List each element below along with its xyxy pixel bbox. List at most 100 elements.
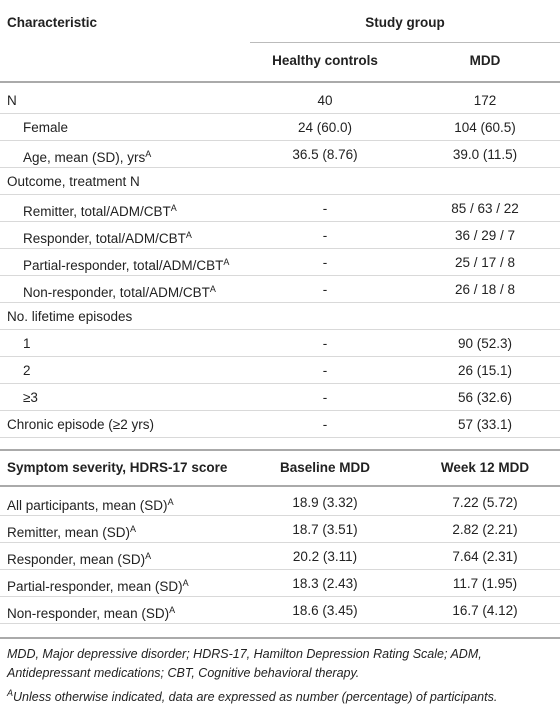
table-row: Responder, total/ADM/CBTA - 36 / 29 / 7	[0, 222, 560, 249]
table-row: N 40 172	[0, 87, 560, 114]
label-text: Non-responder, mean (SD)	[7, 606, 170, 621]
rule	[0, 637, 560, 639]
table-cell: -	[322, 228, 328, 243]
row-label: Remitter, total/ADM/CBTA	[23, 195, 177, 225]
table-cell: 36 / 29 / 7	[454, 228, 516, 243]
superscript: A	[130, 524, 137, 534]
footnote: MDD, Major depressive disorder; HDRS-17,…	[7, 645, 557, 683]
superscript: A	[7, 688, 14, 698]
row-label: Responder, mean (SD)A	[7, 543, 151, 573]
row-label: Non-responder, total/ADM/CBTA	[23, 276, 216, 306]
table-cell: 11.7 (1.95)	[452, 576, 518, 591]
label-text: 1	[23, 336, 31, 351]
footnote: AUnless otherwise indicated, data are ex…	[7, 684, 557, 706]
table-cell: 25 / 17 / 8	[454, 255, 516, 270]
label-text: No. lifetime episodes	[7, 309, 133, 324]
table-row: ≥3 - 56 (32.6)	[0, 384, 560, 411]
table-row: Responder, mean (SD)A 20.2 (3.11) 7.64 (2.…	[0, 543, 560, 570]
table-cell: 90 (52.3)	[457, 336, 513, 351]
superscript: A	[169, 605, 176, 615]
table-row: 2 - 26 (15.1)	[0, 357, 560, 384]
table-row: Female 24 (60.0) 104 (60.5)	[0, 114, 560, 141]
header-cell: Study group	[365, 15, 445, 30]
table-cell: -	[322, 201, 328, 216]
label-text: Remitter, total/ADM/CBT	[23, 204, 171, 219]
label-text: Non-responder, total/ADM/CBT	[23, 285, 210, 300]
header-row: Characteristic Study group	[0, 8, 560, 42]
table-cell: -	[322, 336, 328, 351]
row-label: N	[7, 87, 17, 114]
footnote-text: MDD, Major depressive disorder; HDRS-17,…	[7, 647, 482, 680]
table-row: Chronic episode (≥2 yrs) - 57 (33.1)	[0, 411, 560, 438]
table-cell: 40	[317, 93, 333, 108]
table-cell: 7.22 (5.72)	[452, 495, 518, 510]
label-text: N	[7, 93, 17, 108]
label-text: ≥3	[23, 390, 38, 405]
label-text: Partial-responder, total/ADM/CBT	[23, 258, 224, 273]
table-row: Outcome, treatment N	[0, 168, 560, 195]
table-row: Non-responder, total/ADM/CBTA - 26 / 18 / …	[0, 276, 560, 303]
label-text: Age, mean (SD), yrs	[23, 150, 146, 165]
row-label: Partial-responder, total/ADM/CBTA	[23, 249, 229, 279]
header-cell: Symptom severity, HDRS-17 score	[7, 460, 228, 475]
table-cell: 24 (60.0)	[297, 120, 353, 135]
table-cell: 172	[473, 93, 497, 108]
label-text: Female	[23, 120, 69, 135]
table-row: Age, mean (SD), yrsA 36.5 (8.76) 39.0 (11.…	[0, 141, 560, 168]
row-label: No. lifetime episodes	[7, 303, 132, 330]
label-text: All participants, mean (SD)	[7, 498, 168, 513]
superscript: A	[182, 578, 189, 588]
row-label: Outcome, treatment N	[7, 168, 140, 195]
row-label: Female	[23, 114, 68, 141]
header-cell: MDD	[469, 53, 501, 68]
row-label: Age, mean (SD), yrsA	[23, 141, 151, 171]
header-cell: Characteristic	[7, 15, 98, 30]
table-cell: 2.82 (2.21)	[452, 522, 518, 537]
superscript: A	[185, 230, 192, 240]
table-cell: 7.64 (2.31)	[452, 549, 518, 564]
table-cell: 16.7 (4.12)	[452, 603, 518, 618]
label-text: Outcome, treatment N	[7, 174, 140, 189]
table-cell: 39.0 (11.5)	[452, 147, 518, 162]
footnote-text: Unless otherwise indicated, data are exp…	[13, 690, 498, 704]
label-text: Responder, mean (SD)	[7, 552, 146, 567]
label-text: 2	[23, 363, 31, 378]
row-label: Remitter, mean (SD)A	[7, 516, 136, 546]
table-cell: 57 (33.1)	[457, 417, 513, 432]
table-cell: 36.5 (8.76)	[292, 147, 358, 162]
superscript: A	[145, 551, 152, 561]
table-cell: 18.6 (3.45)	[292, 603, 358, 618]
label-text: Chronic episode (≥2 yrs)	[7, 417, 154, 432]
table-cell: 104 (60.5)	[454, 120, 516, 135]
header-cell: Healthy controls	[272, 53, 378, 68]
table-row: No. lifetime episodes	[0, 303, 560, 330]
superscript: A	[223, 257, 230, 267]
superscript: A	[145, 149, 152, 159]
row-label: 2	[23, 357, 31, 384]
superscript: A	[170, 203, 177, 213]
row-label: All participants, mean (SD)A	[7, 489, 174, 519]
table-cell: 20.2 (3.11)	[292, 549, 358, 564]
row-label: Chronic episode (≥2 yrs)	[7, 411, 154, 438]
table-row: Remitter, mean (SD)A 18.7 (3.51) 2.82 (2.2…	[0, 516, 560, 543]
table-cell: 18.7 (3.51)	[292, 522, 358, 537]
label-text: Responder, total/ADM/CBT	[23, 231, 186, 246]
row-label: Non-responder, mean (SD)A	[7, 597, 175, 627]
row-label: Responder, total/ADM/CBTA	[23, 222, 192, 252]
superscript: A	[167, 497, 174, 507]
label-text: Partial-responder, mean (SD)	[7, 579, 183, 594]
table-cell: -	[322, 282, 328, 297]
table-cell: 26 / 18 / 8	[454, 282, 516, 297]
table-row: Remitter, total/ADM/CBTA - 85 / 63 / 22	[0, 195, 560, 222]
row-label: ≥3	[23, 384, 38, 411]
row-label: Partial-responder, mean (SD)A	[7, 570, 189, 600]
table-row: Partial-responder, mean (SD)A 18.3 (2.43)…	[0, 570, 560, 597]
table-cell: -	[322, 390, 328, 405]
label-text: Remitter, mean (SD)	[7, 525, 131, 540]
header-cell: Week 12 MDD	[440, 460, 530, 475]
table-cell: 18.3 (2.43)	[292, 576, 358, 591]
row-label: 1	[23, 330, 31, 357]
table-row: Partial-responder, total/ADM/CBTA - 25 / 1…	[0, 249, 560, 276]
table-row: All participants, mean (SD)A 18.9 (3.32) 7…	[0, 489, 560, 516]
